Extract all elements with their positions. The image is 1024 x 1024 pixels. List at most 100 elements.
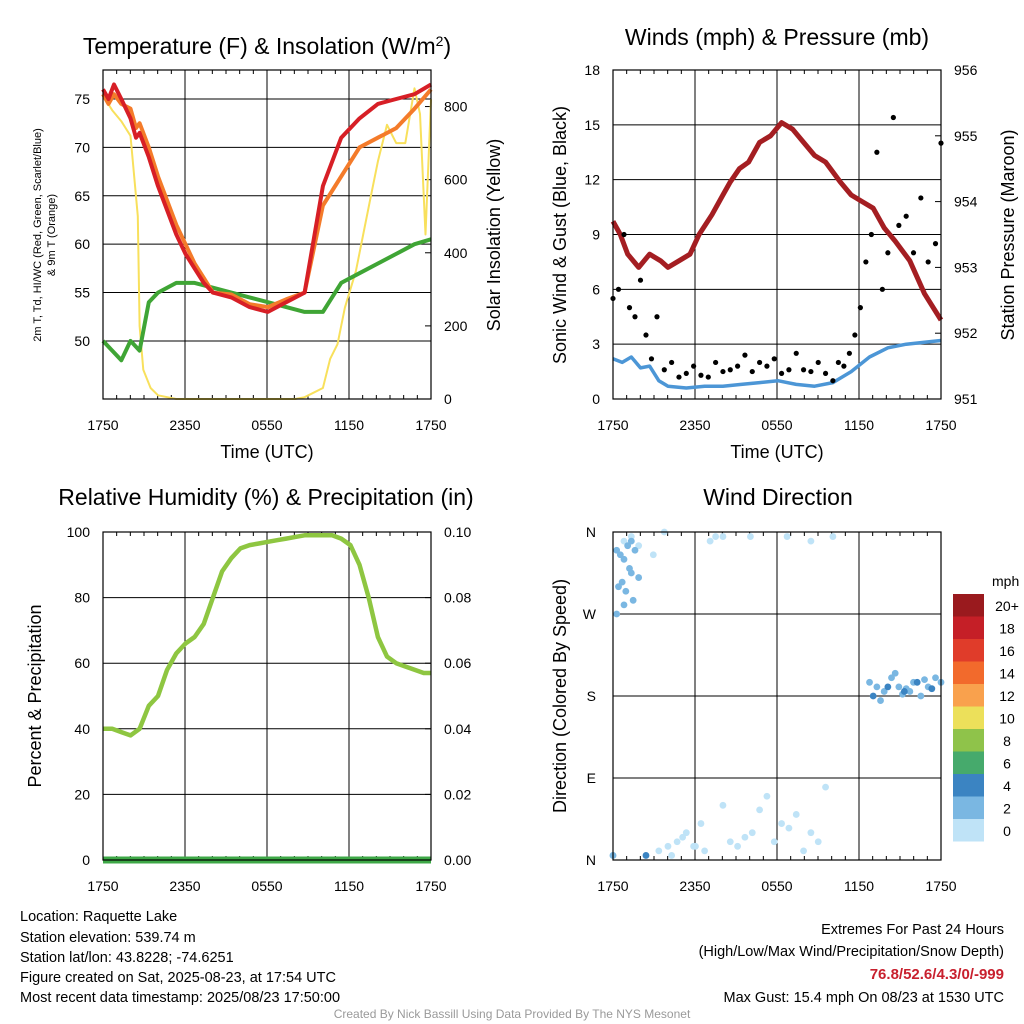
direction-point bbox=[741, 833, 749, 841]
direction-point bbox=[701, 847, 709, 855]
gust-point bbox=[713, 359, 719, 366]
direction-point bbox=[649, 551, 657, 559]
direction-point bbox=[620, 555, 628, 563]
direction-point bbox=[895, 683, 903, 691]
direction-point bbox=[829, 533, 837, 540]
direction-point bbox=[748, 829, 756, 837]
humidity-title: Relative Humidity (%) & Precipitation (i… bbox=[58, 484, 473, 510]
extremes-subheading: (High/Low/Max Wind/Precipitation/Snow De… bbox=[699, 944, 1004, 960]
y-tick-label: 55 bbox=[74, 285, 90, 301]
gust-point bbox=[786, 367, 792, 373]
gust-point bbox=[815, 359, 821, 366]
direction-point bbox=[622, 587, 630, 595]
direction-point bbox=[692, 842, 699, 850]
y2-tick-label: 600 bbox=[444, 172, 468, 188]
humidity-panel: Relative Humidity (%) & Precipitation (i… bbox=[25, 484, 474, 788]
direction-point bbox=[884, 683, 892, 691]
legend-label: 14 bbox=[999, 666, 1015, 682]
wind-direction-panel: Wind Direction Direction (Colored By Spe… bbox=[550, 484, 1019, 813]
y-tick-label: 0 bbox=[82, 852, 90, 868]
x-tick-label: 1150 bbox=[334, 878, 364, 894]
y-tick-label: 50 bbox=[74, 333, 90, 349]
direction-point bbox=[866, 678, 873, 686]
direction-point bbox=[906, 688, 914, 695]
series-solar bbox=[102, 87, 432, 400]
direction-point bbox=[778, 820, 785, 827]
direction-point bbox=[726, 838, 734, 846]
legend-swatch bbox=[953, 796, 984, 819]
y-tick-label: 70 bbox=[74, 139, 90, 155]
gust-point bbox=[749, 368, 755, 375]
legend-swatch bbox=[953, 774, 984, 797]
gust-point bbox=[661, 367, 667, 373]
legend-label: 2 bbox=[1003, 801, 1011, 817]
y-tick-label: 9 bbox=[592, 227, 600, 243]
y2-tick-label: 953 bbox=[954, 259, 978, 275]
legend-swatch bbox=[953, 684, 984, 707]
x-tick-label: 1750 bbox=[415, 417, 446, 433]
gust-point bbox=[822, 370, 829, 377]
legend-label: 12 bbox=[999, 688, 1015, 704]
y2-tick-label: 955 bbox=[954, 128, 978, 144]
legend-title: mph bbox=[992, 573, 1019, 589]
y-tick-label: 75 bbox=[74, 91, 90, 107]
direction-point bbox=[880, 688, 888, 695]
latlon-text: Station lat/lon: 43.8228; -74.6251 bbox=[20, 950, 234, 966]
y2-tick-label: 954 bbox=[954, 194, 978, 210]
direction-point bbox=[869, 692, 877, 700]
gust-point bbox=[705, 374, 711, 380]
gust-point bbox=[615, 286, 622, 292]
gust-point bbox=[626, 305, 633, 311]
footer-left: Location: Raquette Lake Station elevatio… bbox=[20, 909, 340, 1006]
direction-point bbox=[747, 533, 754, 540]
gust-point bbox=[683, 370, 689, 377]
y-tick-label: 60 bbox=[74, 655, 90, 671]
gust-point bbox=[874, 149, 880, 155]
direction-point bbox=[783, 533, 791, 540]
plot-border bbox=[612, 69, 942, 400]
gust-point bbox=[841, 363, 847, 369]
legend-label: 0 bbox=[1003, 823, 1011, 839]
direction-point bbox=[712, 533, 720, 540]
series-temp bbox=[101, 82, 433, 314]
gust-point bbox=[735, 363, 741, 369]
x-tick-label: 2350 bbox=[679, 878, 710, 894]
legend-label: 18 bbox=[999, 621, 1015, 637]
legend-swatch bbox=[953, 661, 984, 684]
gust-point bbox=[793, 350, 799, 356]
legend-label: 8 bbox=[1003, 733, 1011, 749]
y2-tick-label: 0 bbox=[444, 391, 452, 407]
direction-point bbox=[877, 697, 884, 704]
y-tick-label: 65 bbox=[74, 188, 90, 204]
y-tick-label: N bbox=[586, 852, 596, 868]
direction-point bbox=[682, 829, 690, 837]
gust-point bbox=[846, 350, 852, 356]
x-tick-label: 1750 bbox=[925, 417, 956, 433]
gust-point bbox=[932, 241, 939, 247]
gust-point bbox=[896, 222, 902, 228]
elevation-text: Station elevation: 539.74 m bbox=[20, 930, 196, 946]
y2-tick-label: 0.00 bbox=[444, 852, 471, 868]
gust-point bbox=[863, 259, 869, 265]
direction-point bbox=[655, 847, 663, 855]
direction-point bbox=[616, 551, 624, 559]
direction-point bbox=[697, 820, 705, 827]
gust-point bbox=[727, 367, 733, 373]
gust-point bbox=[852, 332, 858, 338]
y-tick-label: 100 bbox=[67, 524, 91, 540]
x-tick-label: 2350 bbox=[679, 417, 710, 433]
gust-point bbox=[868, 231, 874, 238]
direction-point bbox=[679, 833, 687, 841]
gust-point bbox=[778, 370, 785, 377]
x-tick-label: 1150 bbox=[844, 878, 874, 894]
y-tick-label: 3 bbox=[592, 336, 600, 352]
gust-point bbox=[835, 359, 841, 366]
x-tick-label: 1750 bbox=[597, 878, 628, 894]
extremes-heading: Extremes For Past 24 Hours bbox=[821, 922, 1004, 938]
gust-point bbox=[925, 259, 931, 265]
legend-swatch bbox=[953, 751, 984, 774]
y-tick-label: 60 bbox=[74, 236, 90, 252]
y2-tick-label: 0.02 bbox=[444, 786, 471, 802]
legend-label: 20+ bbox=[995, 598, 1019, 614]
gust-point bbox=[637, 277, 644, 283]
